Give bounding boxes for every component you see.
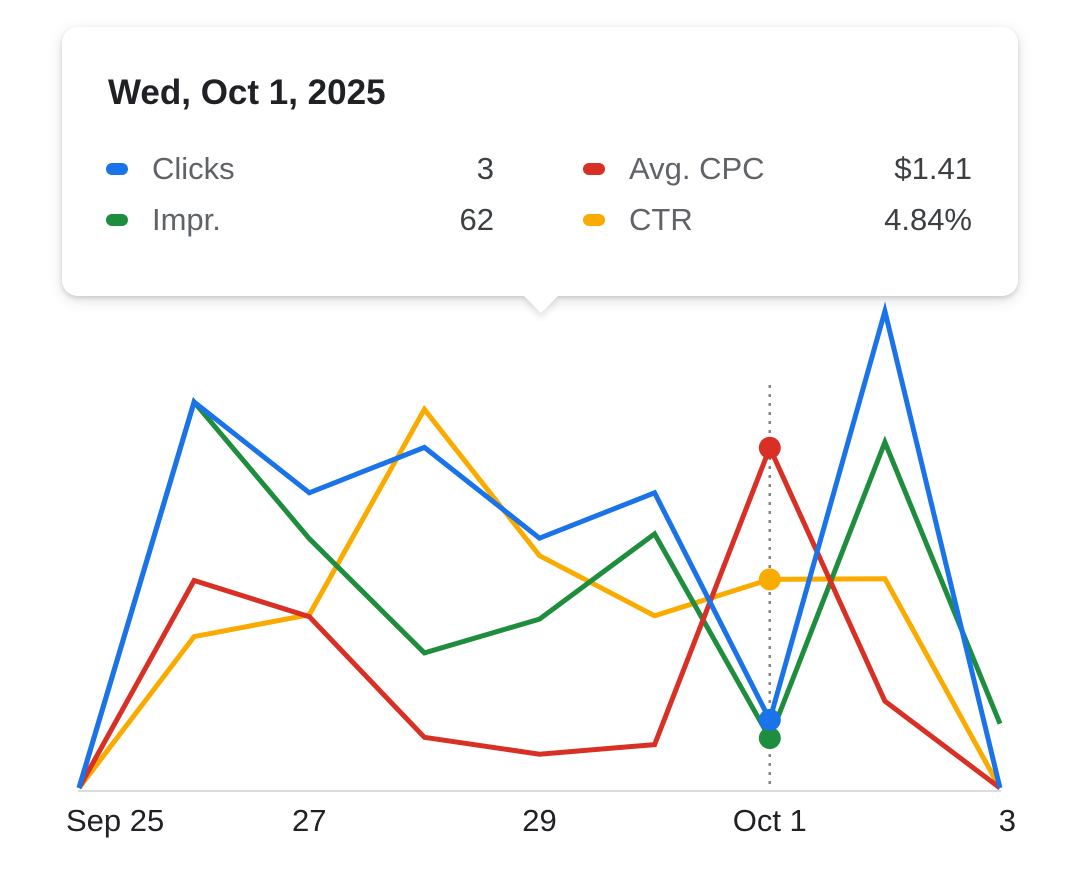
x-tick-label: 27 (292, 803, 326, 838)
x-tick-label: Sep 25 (66, 803, 164, 838)
x-axis-ticks: Sep 25 27 29 Oct 1 3 (66, 803, 1016, 838)
metric-impr: Impr. (106, 200, 221, 240)
ctr-legend-dot (583, 214, 605, 226)
metric-clicks: Clicks (106, 149, 235, 189)
series-line-avg-cpc (76, 441, 1002, 790)
series-line-impr (76, 396, 1003, 789)
metric-ctr: CTR (583, 200, 693, 240)
metric-label-ctr: CTR (629, 202, 693, 237)
highlight-point-ctr[interactable] (758, 568, 781, 591)
avg-cpc-legend-dot (583, 163, 605, 175)
highlight-point-impr[interactable] (758, 727, 781, 750)
tooltip-body: Wed, Oct 1, 2025 Clicks 3 Avg. CPC $1.41… (62, 27, 1018, 296)
metric-label-avg-cpc: Avg. CPC (629, 151, 765, 186)
metric-label-clicks: Clicks (152, 151, 235, 186)
metric-value-impr: 62 (459, 202, 494, 237)
series-layer (76, 301, 1003, 790)
metric-value-clicks: 3 (476, 151, 494, 186)
x-tick-label: 3 (999, 803, 1016, 838)
series-line-ctr (77, 404, 1003, 790)
highlight-point-avg-cpc[interactable] (758, 436, 781, 459)
highlight-point-clicks[interactable] (758, 708, 781, 731)
x-tick-label: 29 (522, 803, 556, 838)
highlight-markers (758, 436, 781, 750)
chart-tooltip: Wed, Oct 1, 2025 Clicks 3 Avg. CPC $1.41… (62, 27, 1018, 313)
x-tick-label: Oct 1 (733, 803, 807, 838)
series-line-clicks (76, 301, 1003, 789)
metric-value-avg-cpc: $1.41 (894, 151, 972, 186)
tooltip-date: Wed, Oct 1, 2025 (108, 73, 386, 112)
metric-avg-cpc: Avg. CPC (583, 149, 765, 189)
impr-legend-dot (106, 214, 128, 226)
metric-label-impr: Impr. (152, 202, 221, 237)
metric-value-ctr: 4.84% (884, 202, 972, 237)
clicks-legend-dot (106, 163, 128, 175)
